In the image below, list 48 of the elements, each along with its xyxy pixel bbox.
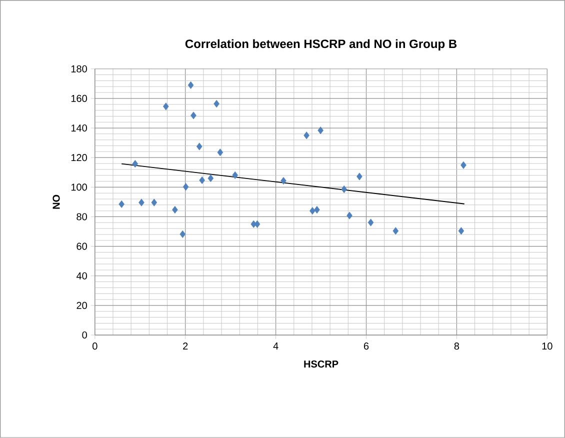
y-tick-label: 180 — [71, 65, 87, 72]
x-tick-label: 2 — [183, 342, 188, 350]
point — [232, 171, 238, 180]
y-tick-label: 60 — [76, 242, 87, 250]
x-tick-label: 0 — [92, 342, 98, 350]
chart-title: Correlation between HSCRP and NO in Group B — [185, 39, 457, 50]
point — [304, 132, 310, 140]
y-tick-label: 100 — [71, 184, 87, 191]
x-tick-label: 8 — [454, 342, 460, 350]
point — [341, 185, 347, 194]
point — [460, 161, 466, 169]
point — [118, 200, 124, 208]
point — [356, 172, 362, 180]
x-tick-label: 10 — [542, 342, 552, 350]
point — [346, 212, 352, 220]
point — [163, 102, 169, 110]
y-tick-label: 40 — [76, 272, 87, 280]
point — [318, 126, 324, 134]
y-tick-label: 140 — [71, 124, 87, 132]
point — [208, 174, 214, 182]
point — [310, 207, 316, 215]
point — [172, 206, 178, 214]
point — [368, 218, 374, 226]
point — [180, 230, 186, 238]
y-axis-title: NO — [52, 194, 60, 209]
x-axis-title: HSCRP — [304, 360, 338, 368]
point — [217, 148, 224, 156]
point — [190, 112, 196, 120]
y-tick-label: 0 — [82, 332, 87, 339]
point — [280, 177, 286, 185]
y-tick-label: 20 — [76, 302, 87, 310]
y-tick-label: 120 — [71, 154, 87, 162]
point — [254, 220, 260, 228]
point — [314, 206, 320, 214]
point — [458, 227, 464, 235]
point — [132, 160, 138, 168]
point — [138, 198, 144, 206]
point — [196, 142, 202, 150]
x-tick-label: 4 — [273, 342, 278, 350]
point — [151, 198, 158, 206]
x-tick-label: 6 — [364, 342, 369, 350]
y-tick-label: 160 — [71, 94, 87, 102]
point — [392, 227, 399, 235]
point — [199, 176, 205, 184]
point — [188, 81, 194, 89]
point — [182, 183, 189, 191]
y-tick-label: 80 — [76, 213, 87, 220]
point — [214, 100, 220, 108]
